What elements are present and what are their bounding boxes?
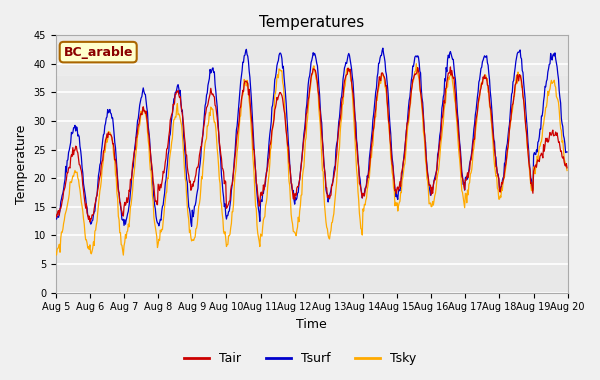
Text: BC_arable: BC_arable (64, 46, 133, 59)
Tsky (374, 90, 382, 95)
Tsurf (188, 224, 195, 229)
Line: Tsky: Tsky (56, 64, 567, 255)
Tair (86, 220, 94, 224)
Tair (447, 65, 454, 69)
Tsky (167, 151, 174, 156)
Tair (389, 164, 397, 169)
Y-axis label: Temperature: Temperature (15, 124, 28, 204)
Bar (56, 64, 568, 75)
Tsurf (114, 174, 121, 179)
Tair (194, 165, 201, 169)
Title: Temperatures: Temperatures (259, 15, 364, 30)
Tsky (194, 222, 201, 226)
Tsurf (194, 189, 201, 194)
Tsurf (563, 150, 571, 154)
X-axis label: Time: Time (296, 318, 327, 331)
Tsurf (52, 217, 59, 222)
Tsky (61, 212, 68, 217)
Tsky (563, 168, 571, 173)
Tsky (52, 250, 59, 254)
Tsky (413, 62, 420, 66)
Tair (374, 87, 382, 92)
Tsurf (374, 71, 382, 75)
Tair (563, 166, 571, 170)
Tair (52, 212, 59, 217)
Tsurf (61, 177, 68, 182)
Tsky (389, 174, 397, 178)
Tsurf (166, 134, 173, 139)
Legend: Tair, Tsurf, Tsky: Tair, Tsurf, Tsky (179, 347, 421, 370)
Tair (167, 118, 174, 122)
Tsurf (390, 170, 397, 175)
Tair (61, 185, 68, 190)
Tsky (120, 253, 127, 257)
Line: Tair: Tair (56, 67, 567, 222)
Tsurf (379, 46, 386, 51)
Tsky (114, 196, 121, 201)
Tair (115, 189, 122, 194)
Line: Tsurf: Tsurf (56, 48, 567, 226)
